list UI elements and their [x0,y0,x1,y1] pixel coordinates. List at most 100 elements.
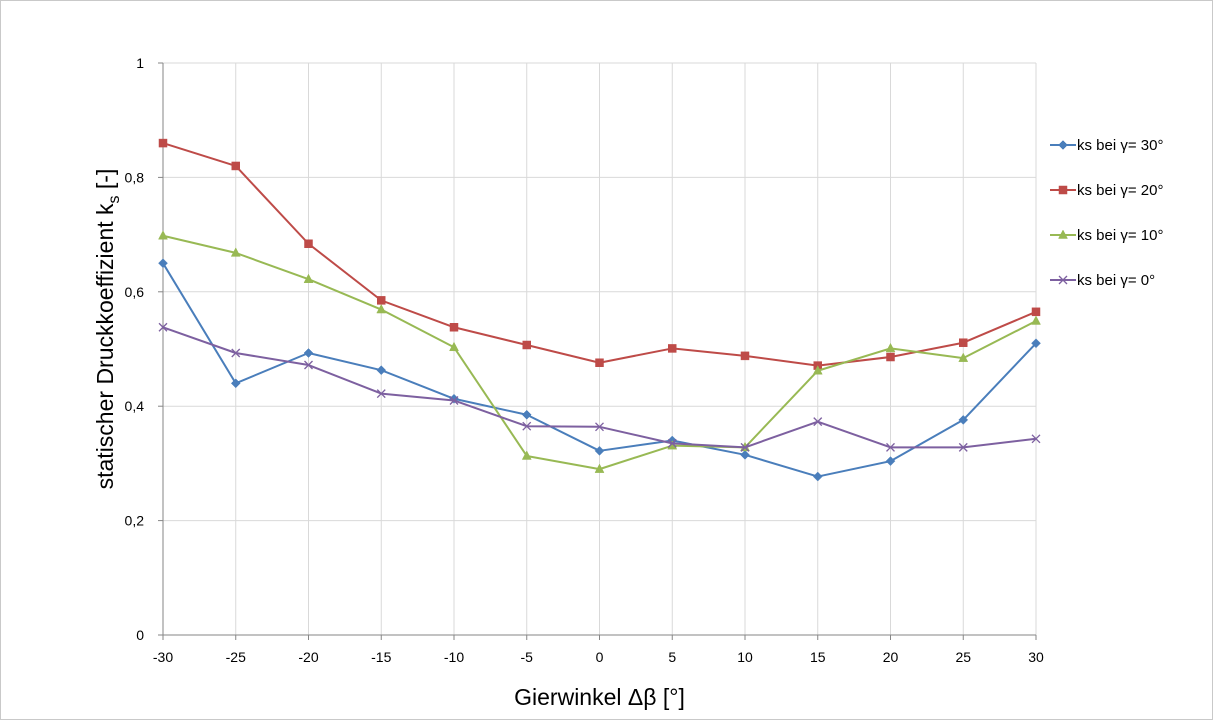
square-marker [595,358,604,367]
x-tick-label: 10 [737,649,753,665]
triangle-marker [1031,315,1041,325]
x-tick-label: 0 [596,649,604,665]
x-marker [595,422,604,432]
x-marker [667,438,677,448]
x-tick-label: -10 [444,649,464,665]
square-marker [886,352,895,362]
x-marker [886,442,895,452]
x-marker-stroke [595,422,604,432]
square-marker [522,340,531,350]
x-axis-title: Gierwinkel Δβ [°] [514,684,685,710]
legend-label: ks bei γ= 20° [1077,182,1163,199]
diamond-marker [521,409,532,420]
x-marker-stroke [158,322,168,332]
x-marker [376,389,386,399]
triangle-marker [812,365,823,375]
y-tick-label: 0 [136,627,144,643]
diamond-marker [1031,338,1041,349]
triangle-marker [303,273,314,283]
square-marker [231,161,240,171]
triangle-marker [521,450,532,460]
x-marker-stroke [522,421,532,431]
x-marker [740,442,750,452]
triangle-marker [594,463,605,473]
diamond-marker [740,449,750,460]
legend-label: ks bei γ= 30° [1077,137,1163,154]
x-marker-stroke [1058,275,1068,285]
triangle-marker [158,230,168,240]
gridlines [163,62,1037,635]
x-tick-label: -15 [371,649,391,665]
x-tick-label: 20 [883,649,899,665]
legend-entry-4: ks bei γ= 0° [1050,272,1155,289]
diamond-marker [594,445,605,456]
x-marker-stroke [449,396,459,405]
square-marker [1031,307,1041,317]
triangle-marker [958,352,969,362]
x-marker-stroke [1031,434,1041,444]
x-marker [231,348,241,358]
diamond-marker [158,258,168,269]
x-tick-label: -20 [298,649,318,665]
axes: 0 0,2 0,4 0,6 0,8 1 -30 -25 -20 -15 -10 -5 0 5 10 15 20 2… [125,55,1044,665]
x-marker [1058,275,1068,285]
y-axis-title-subscript: s [106,195,123,203]
triangle-marker [1058,229,1068,239]
diamond-marker [303,348,314,358]
x-tick-label: -30 [153,649,173,665]
legend-label: ks bei γ= 0° [1077,272,1155,289]
legend-entry-3: ks bei γ= 10° [1050,227,1163,244]
x-marker-stroke [740,442,750,452]
y-axis-title-suffix: [-] [92,169,118,196]
square-marker [1058,185,1068,195]
square-marker [449,323,459,332]
triangle-marker [449,341,459,352]
square-marker [740,351,750,361]
x-marker-stroke [667,438,677,448]
x-marker [813,417,823,427]
y-tick-label: 0,2 [125,513,145,529]
x-marker-stroke [886,442,895,452]
series-2 [158,138,1041,370]
x-marker [304,360,313,370]
legend: ks bei γ= 30° ks bei γ= 20° ks bei γ= 10° k… [1050,137,1163,289]
x-tick-label: 25 [955,649,971,665]
x-tick-label: 5 [668,649,676,665]
x-tick-label: -25 [226,649,246,665]
y-tick-label: 0,4 [125,398,145,414]
square-marker [959,338,968,347]
x-tick-label: 15 [810,649,826,665]
diamond-marker [230,378,241,389]
x-marker [158,322,168,332]
square-marker [377,296,386,305]
y-tick-label: 0,6 [125,284,145,300]
x-marker-stroke [376,389,386,399]
y-tick-label: 0,8 [125,169,145,185]
legend-entry-2: ks bei γ= 20° [1050,182,1163,199]
square-marker [158,138,168,148]
y-axis-title: statischer Druckkoeffizient ks [-] [92,169,123,490]
series-4 [158,322,1041,452]
x-marker-stroke [958,442,968,452]
diamond-marker [376,365,387,376]
x-marker [522,421,532,431]
diamond-marker [885,456,896,466]
x-tick-label: -5 [521,649,534,665]
legend-entry-1: ks bei γ= 30° [1050,137,1163,154]
x-marker [449,396,459,405]
series-group [158,138,1041,482]
triangle-marker [376,303,387,314]
x-marker-stroke [304,360,313,370]
y-tick-label: 1 [136,55,144,71]
x-marker [958,442,968,452]
diamond-marker [812,471,823,482]
square-marker [304,239,313,249]
diamond-marker [958,415,969,425]
diamond-marker [1058,140,1068,150]
x-marker [1031,434,1041,444]
square-marker [668,344,677,353]
triangle-marker [230,247,241,257]
legend-label: ks bei γ= 10° [1077,227,1163,244]
